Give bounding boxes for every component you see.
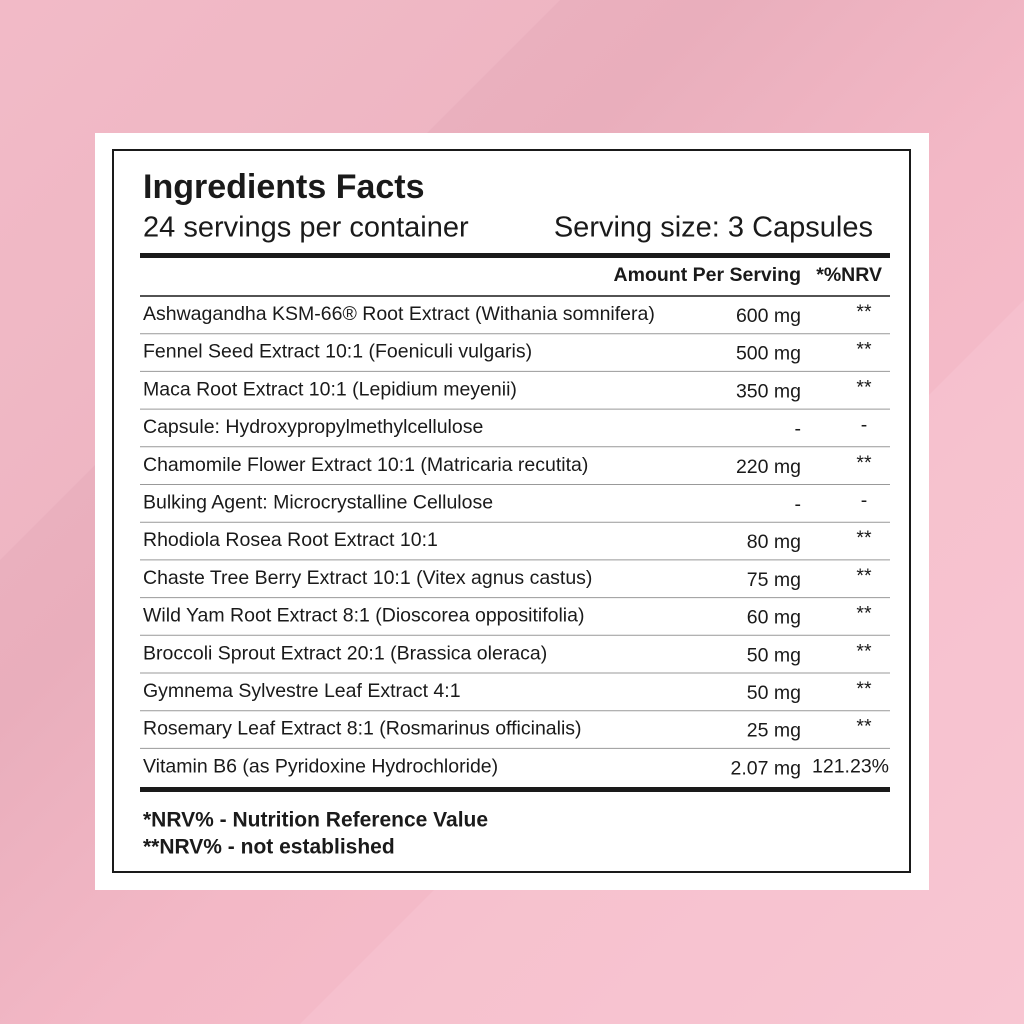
nrv: ** [856, 376, 872, 398]
amount: 500 mg [736, 343, 801, 365]
ingredient-name: Wild Yam Root Extract 8:1 (Dioscorea opp… [143, 605, 584, 627]
amount: 80 mg [747, 531, 801, 553]
footnote: *NRV% - Nutrition Reference Value [143, 809, 488, 832]
nrv: ** [856, 603, 872, 625]
ingredient-name: Ashwagandha KSM-66® Root Extract (Withan… [143, 303, 655, 325]
header-nrv: *%NRV [816, 264, 882, 286]
amount: 350 mg [736, 380, 801, 402]
title: Ingredients Facts [143, 168, 425, 206]
amount: 600 mg [736, 305, 801, 327]
ingredient-name: Rhodiola Rosea Root Extract 10:1 [143, 529, 438, 551]
amount: 50 mg [747, 644, 801, 666]
nrv: ** [856, 452, 872, 474]
ingredient-name: Capsule: Hydroxypropylmethylcellulose [143, 416, 483, 438]
thick-rule [140, 253, 890, 258]
amount: - [795, 418, 802, 440]
header-amount: Amount Per Serving [614, 264, 801, 286]
ingredient-name: Chamomile Flower Extract 10:1 (Matricari… [143, 454, 588, 476]
ingredient-name: Bulking Agent: Microcrystalline Cellulos… [143, 492, 493, 514]
nrv: ** [856, 678, 872, 700]
nrv: ** [856, 301, 872, 323]
ingredient-name: Fennel Seed Extract 10:1 (Foeniculi vulg… [143, 341, 532, 363]
servings: 24 servings per container [143, 212, 469, 244]
nrv: ** [856, 527, 872, 549]
amount: 2.07 mg [731, 757, 801, 779]
nrv: ** [856, 339, 872, 361]
amount: 25 mg [747, 720, 801, 742]
nrv: 121.23% [812, 755, 889, 777]
amount: - [795, 494, 802, 516]
nrv: - [861, 414, 868, 436]
ingredient-name: Chaste Tree Berry Extract 10:1 (Vitex ag… [143, 567, 592, 589]
label-panel [95, 133, 929, 890]
nrv: ** [856, 716, 872, 738]
label-border [112, 149, 911, 873]
amount: 50 mg [747, 682, 801, 704]
ingredient-name: Rosemary Leaf Extract 8:1 (Rosmarinus of… [143, 718, 582, 740]
nrv: ** [856, 565, 872, 587]
thick-rule [140, 787, 890, 792]
ingredient-name: Maca Root Extract 10:1 (Lepidium meyenii… [143, 378, 517, 400]
ingredient-name: Vitamin B6 (as Pyridoxine Hydrochloride) [143, 755, 498, 777]
footnote: **NRV% - not established [143, 836, 395, 859]
ingredient-rows: Ashwagandha KSM-66® Root Extract (Withan… [140, 295, 890, 779]
amount: 75 mg [747, 569, 801, 591]
ingredient-name: Broccoli Sprout Extract 20:1 (Brassica o… [143, 642, 547, 664]
nrv: ** [856, 640, 872, 662]
amount: 60 mg [747, 607, 801, 629]
serving-size: Serving size: 3 Capsules [554, 212, 873, 244]
ingredient-name: Gymnema Sylvestre Leaf Extract 4:1 [143, 680, 461, 702]
amount: 220 mg [736, 456, 801, 478]
nrv: - [861, 490, 868, 512]
